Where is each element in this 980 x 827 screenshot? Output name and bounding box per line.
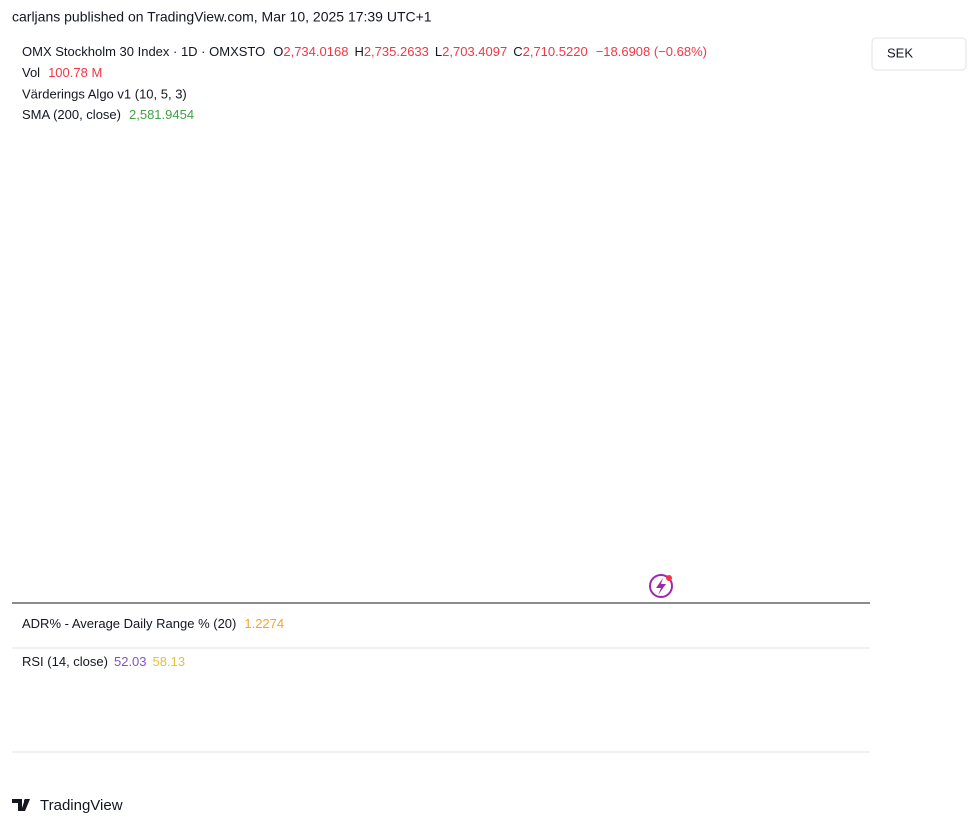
ohlc-value: 2,734.0168 <box>283 44 348 59</box>
ohlc-value: 2,735.2633 <box>364 44 429 59</box>
indicator-name: SMA (200, close) <box>22 107 121 122</box>
rsi-legend: RSI (14, close) 52.03 58.13 <box>22 654 185 669</box>
adr-legend: ADR% - Average Daily Range % (20) 1.2274 <box>22 616 284 631</box>
currency[interactable]: SEK <box>887 45 913 60</box>
ohlc-value: 2,710.5220 <box>523 44 588 59</box>
indicator-name: Vol <box>22 65 40 80</box>
ohlc-label: O <box>273 44 283 59</box>
volume-legend: Vol 100.78 M <box>22 65 102 80</box>
indicator-name: RSI (14, close) <box>22 654 108 669</box>
publisher: carljans published on TradingView.com, M… <box>12 9 432 25</box>
brand: TradingView <box>40 797 123 814</box>
indicator-value: 52.03 <box>114 654 147 669</box>
series-title: OMX Stockholm 30 Index · 1D · OMXSTO <box>22 44 265 59</box>
currency-box[interactable] <box>871 37 967 71</box>
logo-dot <box>24 799 28 803</box>
brand-logo <box>12 799 30 811</box>
alert-icon[interactable] <box>649 574 673 598</box>
alert-bolt[interactable] <box>656 578 666 595</box>
indicator-value: 2,581.9454 <box>129 107 194 122</box>
ohlc-label: C <box>513 44 522 59</box>
ohlc-label: H <box>354 44 363 59</box>
algo-legend: Värderings Algo v1 (10, 5, 3) <box>22 86 187 101</box>
main-legend: OMX Stockholm 30 Index · 1D · OMXSTO O2,7… <box>22 44 707 59</box>
ohlc-label: L <box>435 44 442 59</box>
indicator-value: 58.13 <box>153 654 186 669</box>
ohlc-value: 2,703.4097 <box>442 44 507 59</box>
indicator-value: 1.2274 <box>244 616 284 631</box>
sma-legend: SMA (200, close) 2,581.9454 <box>22 107 194 122</box>
indicator-value: 100.78 M <box>48 65 102 80</box>
alert-dot[interactable] <box>666 575 672 581</box>
indicator-name: ADR% - Average Daily Range % (20) <box>22 616 236 631</box>
change: −18.6908 (−0.68%) <box>596 44 707 59</box>
